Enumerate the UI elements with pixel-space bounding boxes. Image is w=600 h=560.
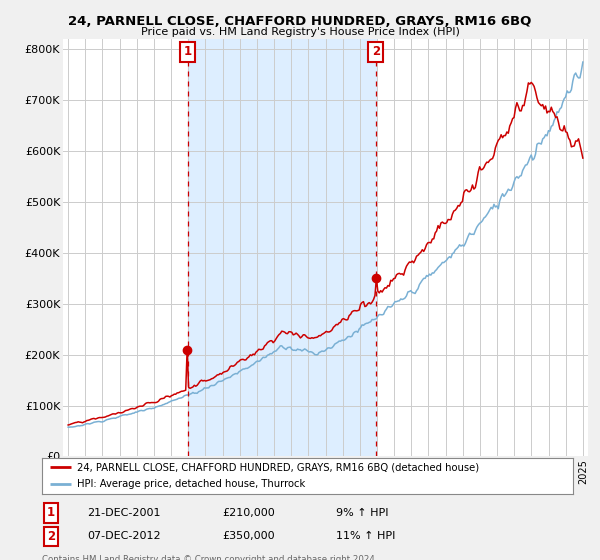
Text: £350,000: £350,000 (222, 531, 275, 542)
Text: 11% ↑ HPI: 11% ↑ HPI (336, 531, 395, 542)
Text: 07-DEC-2012: 07-DEC-2012 (87, 531, 161, 542)
Text: 1: 1 (47, 506, 55, 520)
Text: 21-DEC-2001: 21-DEC-2001 (87, 508, 161, 518)
Text: 9% ↑ HPI: 9% ↑ HPI (336, 508, 389, 518)
Text: 2: 2 (47, 530, 55, 543)
Text: 1: 1 (184, 45, 192, 58)
Text: 24, PARNELL CLOSE, CHAFFORD HUNDRED, GRAYS, RM16 6BQ (detached house): 24, PARNELL CLOSE, CHAFFORD HUNDRED, GRA… (77, 463, 479, 472)
Text: Price paid vs. HM Land Registry's House Price Index (HPI): Price paid vs. HM Land Registry's House … (140, 27, 460, 37)
Text: 2: 2 (372, 45, 380, 58)
Text: £210,000: £210,000 (222, 508, 275, 518)
Text: Contains HM Land Registry data © Crown copyright and database right 2024.
This d: Contains HM Land Registry data © Crown c… (42, 555, 377, 560)
Bar (188, 39, 376, 456)
Text: 24, PARNELL CLOSE, CHAFFORD HUNDRED, GRAYS, RM16 6BQ: 24, PARNELL CLOSE, CHAFFORD HUNDRED, GRA… (68, 15, 532, 27)
Text: HPI: Average price, detached house, Thurrock: HPI: Average price, detached house, Thur… (77, 479, 305, 489)
